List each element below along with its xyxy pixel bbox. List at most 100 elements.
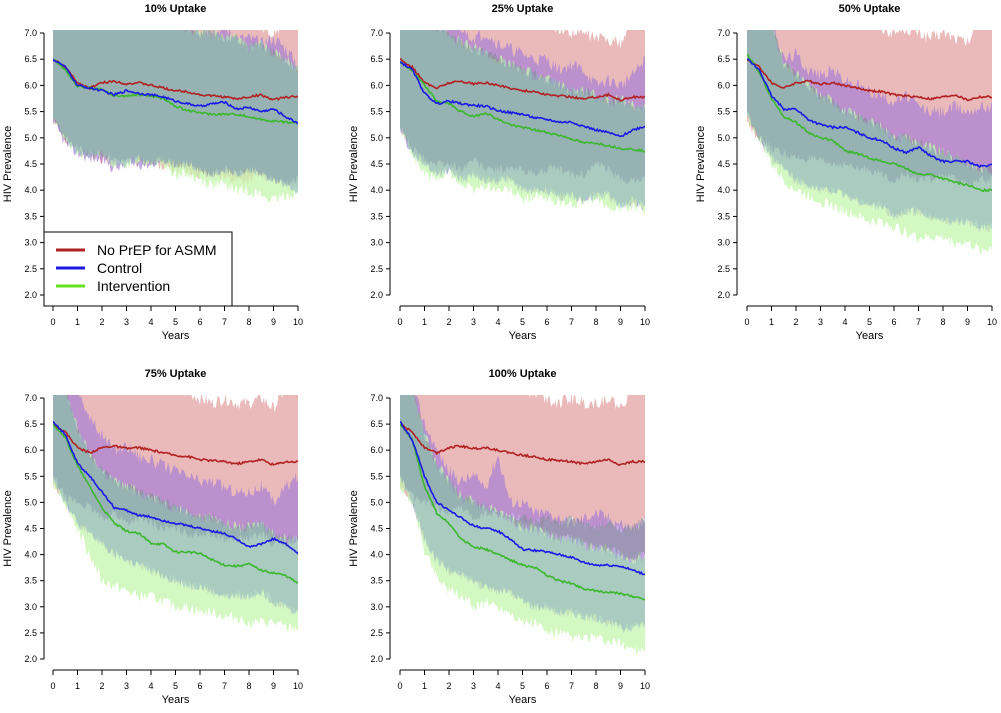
y-tick-label: 5.0: [370, 497, 383, 507]
x-tick-label: 6: [544, 681, 549, 691]
y-tick-label: 7.0: [370, 28, 383, 38]
legend-label: No PrEP for ASMM: [97, 242, 217, 258]
chart-title: 100% Uptake: [489, 368, 557, 380]
x-axis-label: Years: [509, 330, 537, 342]
y-axis-label: HIV Prevalence: [348, 490, 360, 566]
x-tick-label: 6: [544, 317, 549, 327]
x-tick-label: 8: [940, 317, 945, 327]
x-tick-label: 0: [744, 317, 749, 327]
x-tick-label: 0: [50, 317, 55, 327]
x-tick-label: 1: [769, 317, 774, 327]
y-tick-label: 5.5: [24, 107, 37, 117]
y-tick-label: 3.5: [24, 576, 37, 586]
y-tick-label: 6.5: [370, 419, 383, 429]
x-tick-label: 2: [446, 317, 451, 327]
x-tick-label: 3: [471, 317, 476, 327]
series-line-intervention: [53, 58, 298, 125]
y-tick-label: 6.0: [370, 80, 383, 90]
chart-panel: 2.0 2.5 3.0 3.5 4.0 4.5 5.0 5.5 6.0 6.5 7.0 0 1 2 3 4 5 6…: [348, 3, 650, 342]
y-tick-label: 6.0: [24, 445, 37, 455]
y-tick-label: 3.5: [370, 576, 383, 586]
x-tick-label: 2: [446, 681, 451, 691]
x-tick-label: 3: [818, 317, 823, 327]
x-tick-label: 5: [173, 681, 178, 691]
y-tick-label: 3.0: [24, 602, 37, 612]
legend-label: Intervention: [97, 278, 170, 294]
chart-panel: 2.0 2.5 3.0 3.5 4.0 4.5 5.0 5.5 6.0 6.5 7.0 0 1 2 3 4 5 6…: [2, 3, 303, 342]
x-tick-label: 10: [293, 317, 303, 327]
series-line-no-prep-for-asmm: [53, 58, 298, 102]
y-tick-label: 2.0: [717, 290, 730, 300]
plot-area: [747, 30, 992, 256]
x-tick-label: 1: [75, 317, 80, 327]
series-line-intervention: [400, 61, 645, 153]
y-tick-label: 5.0: [24, 497, 37, 507]
x-tick-label: 4: [495, 317, 500, 327]
series-line-no-prep-for-asmm: [400, 58, 645, 102]
y-tick-label: 2.0: [24, 654, 37, 664]
chart-title: 50% Uptake: [839, 3, 901, 15]
series-line-no-prep-for-asmm: [53, 423, 298, 466]
y-tick-label: 6.0: [717, 80, 730, 90]
x-tick-label: 5: [520, 681, 525, 691]
series-line-control: [53, 420, 298, 555]
series-line-intervention: [53, 423, 298, 584]
x-tick-label: 3: [471, 681, 476, 691]
x-axis-label: Years: [162, 694, 190, 706]
x-tick-label: 10: [987, 317, 997, 327]
legend: No PrEP for ASMM Control Intervention: [43, 231, 233, 307]
y-tick-label: 6.5: [24, 54, 37, 64]
x-tick-label: 1: [75, 681, 80, 691]
y-axis-label: HIV Prevalence: [348, 126, 360, 202]
x-tick-label: 10: [293, 681, 303, 691]
y-tick-label: 2.5: [24, 628, 37, 638]
y-axis-label: HIV Prevalence: [2, 126, 14, 202]
plot-area: [53, 395, 298, 632]
y-tick-label: 4.5: [24, 524, 37, 534]
ci-band-control-intervention-overlap: [53, 30, 298, 194]
y-tick-label: 6.5: [717, 54, 730, 64]
x-tick-label: 9: [618, 681, 623, 691]
series-line-no-prep-for-asmm: [747, 58, 992, 102]
x-tick-label: 2: [99, 681, 104, 691]
y-tick-label: 5.0: [24, 133, 37, 143]
series-line-no-prep-for-asmm: [400, 423, 645, 467]
plot-area: [53, 30, 298, 204]
y-tick-label: 6.5: [370, 54, 383, 64]
y-tick-label: 4.0: [717, 185, 730, 195]
x-axis-label: Years: [509, 694, 537, 706]
y-tick-label: 5.5: [717, 107, 730, 117]
x-tick-label: 4: [148, 681, 153, 691]
y-tick-label: 4.5: [370, 524, 383, 534]
series-line-intervention: [747, 53, 992, 193]
x-tick-label: 8: [593, 681, 598, 691]
series-line-control: [53, 58, 298, 125]
x-tick-label: 5: [520, 317, 525, 327]
y-tick-label: 3.5: [24, 211, 37, 221]
x-tick-label: 0: [397, 681, 402, 691]
y-tick-label: 4.5: [370, 159, 383, 169]
y-tick-label: 3.0: [717, 238, 730, 248]
x-tick-label: 6: [891, 317, 896, 327]
x-tick-label: 9: [965, 317, 970, 327]
series-line-control: [400, 420, 645, 576]
x-tick-label: 7: [222, 317, 227, 327]
y-tick-label: 5.0: [370, 133, 383, 143]
x-tick-label: 4: [842, 317, 847, 327]
x-tick-label: 2: [99, 317, 104, 327]
y-tick-label: 2.5: [717, 264, 730, 274]
y-tick-label: 3.0: [370, 602, 383, 612]
x-tick-label: 0: [50, 681, 55, 691]
x-tick-label: 10: [640, 317, 650, 327]
y-tick-label: 6.0: [24, 80, 37, 90]
x-tick-label: 9: [618, 317, 623, 327]
y-tick-label: 5.0: [717, 133, 730, 143]
chart-panel: 2.0 2.5 3.0 3.5 4.0 4.5 5.0 5.5 6.0 6.5 7.0 0 1 2 3 4 5 6…: [2, 368, 303, 706]
chart-panel: 2.0 2.5 3.0 3.5 4.0 4.5 5.0 5.5 6.0 6.5 7.0 0 1 2 3 4 5 6…: [348, 368, 650, 706]
ci-band-control-intervention-overlap: [400, 395, 645, 632]
series-line-control: [400, 61, 645, 138]
y-tick-label: 3.0: [370, 238, 383, 248]
chart-title: 10% Uptake: [145, 3, 207, 15]
y-tick-label: 4.5: [717, 159, 730, 169]
